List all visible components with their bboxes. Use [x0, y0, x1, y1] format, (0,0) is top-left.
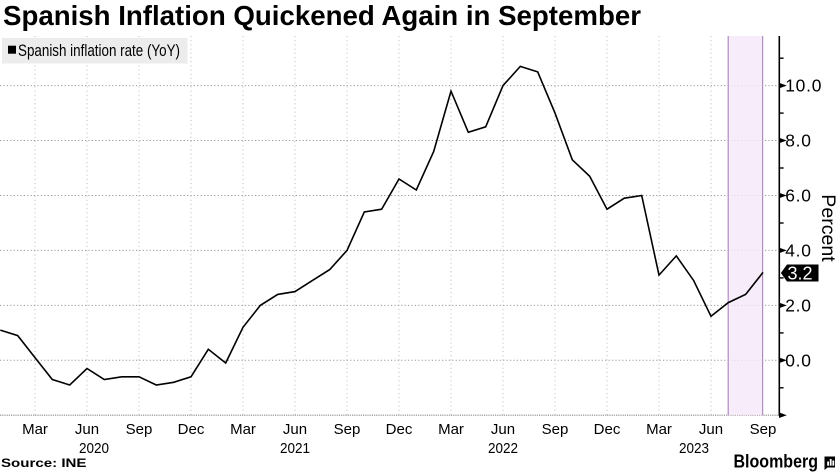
svg-text:Jun: Jun — [699, 421, 723, 438]
svg-text:Sep: Sep — [542, 421, 569, 438]
svg-text:3.2: 3.2 — [787, 264, 812, 284]
svg-text:Sep: Sep — [334, 421, 361, 438]
svg-text:Spanish inflation rate (YoY): Spanish inflation rate (YoY) — [18, 41, 180, 60]
svg-text:Percent: Percent — [817, 194, 839, 262]
svg-text:Bloomberg: Bloomberg — [734, 451, 819, 472]
svg-text:8.0: 8.0 — [785, 131, 812, 151]
svg-text:2021: 2021 — [280, 440, 310, 457]
svg-text:Source: INE: Source: INE — [1, 458, 87, 470]
svg-text:10.0: 10.0 — [785, 76, 822, 96]
svg-text:Mar: Mar — [646, 421, 672, 438]
svg-text:Mar: Mar — [22, 421, 48, 438]
svg-text:Dec: Dec — [386, 421, 413, 438]
svg-text:Sep: Sep — [126, 421, 153, 438]
svg-text:4.0: 4.0 — [785, 241, 812, 261]
svg-text:Jun: Jun — [283, 421, 307, 438]
svg-text:2.0: 2.0 — [785, 296, 812, 316]
svg-text:6.0: 6.0 — [785, 186, 812, 206]
svg-text:Spanish Inflation Quickened Ag: Spanish Inflation Quickened Again in Sep… — [3, 0, 641, 31]
svg-text:2023: 2023 — [679, 440, 709, 457]
svg-text:Jun: Jun — [491, 421, 515, 438]
svg-text:Mar: Mar — [438, 421, 464, 438]
svg-text:2020: 2020 — [79, 440, 109, 457]
svg-text:Jun: Jun — [75, 421, 99, 438]
svg-text:Dec: Dec — [594, 421, 621, 438]
svg-text:Mar: Mar — [230, 421, 256, 438]
svg-text:Dec: Dec — [178, 421, 205, 438]
svg-text:Sep: Sep — [750, 421, 777, 438]
svg-text:0.0: 0.0 — [785, 350, 812, 370]
svg-text:2022: 2022 — [488, 440, 518, 457]
